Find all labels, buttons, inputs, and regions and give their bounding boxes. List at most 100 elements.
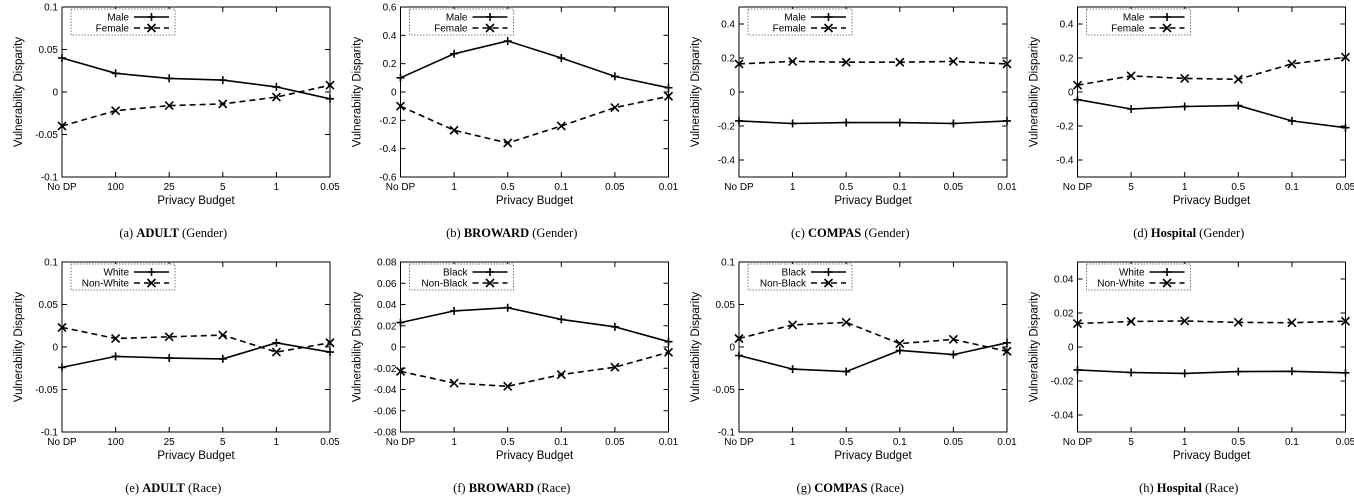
legend-label: Non-White	[82, 279, 130, 290]
y-tick-label: -0.05	[35, 130, 58, 141]
x-axis-label: Privacy Budget	[1173, 450, 1251, 462]
x-tick-label: 0.5	[1231, 437, 1245, 448]
y-tick-label: 0.2	[1060, 54, 1074, 65]
legend-marker	[823, 23, 834, 33]
x-tick-label: 0.01	[997, 182, 1017, 193]
x-tick-label: 1	[274, 437, 280, 448]
series-1-point	[610, 322, 619, 331]
series-1-point	[218, 76, 227, 85]
x-tick-label: 25	[164, 182, 176, 193]
legend-box	[70, 8, 176, 36]
series-1-point	[1180, 369, 1189, 378]
y-axis-label: Vulnerability Disparity	[1029, 37, 1041, 147]
series-2-point	[841, 57, 851, 67]
y-tick-label: 0.4	[721, 20, 735, 31]
series-2-point	[57, 322, 67, 333]
caption-label: (f)	[453, 481, 469, 495]
y-axis-label: Vulnerability Disparity	[13, 292, 25, 402]
legend-label: Black	[782, 268, 807, 279]
x-tick-label: 0.05	[320, 182, 340, 193]
caption-attribute: (Gender)	[861, 226, 909, 240]
legend-box	[747, 263, 853, 291]
legend-label: Black	[443, 268, 468, 279]
y-tick-label: 0	[729, 88, 735, 99]
y-tick-label: -0.1	[41, 173, 59, 184]
chart-panel-6: -0.08 -0.06 -0.04 -0.02 0 0.02 0.04 0.06 0.08 No …	[352, 258, 679, 496]
x-tick-label: 5	[1128, 182, 1134, 193]
caption-label: (e)	[125, 481, 142, 495]
series-1-point	[1234, 367, 1243, 376]
series-1-point	[165, 354, 174, 363]
legend-label: White	[103, 268, 129, 279]
x-tick-label: 0.01	[659, 182, 679, 193]
series-2-point	[663, 347, 674, 357]
y-axis-label: Vulnerability Disparity	[1029, 292, 1041, 402]
y-tick-label: -0.04	[1051, 411, 1074, 422]
series-1-point	[272, 338, 281, 347]
y-tick-label: 0.2	[721, 54, 735, 65]
x-tick-label: 100	[107, 182, 124, 193]
legend-label: Female	[434, 24, 468, 35]
series-1-point	[1287, 116, 1296, 125]
series-2-point	[788, 56, 798, 66]
series-2-point	[325, 80, 335, 90]
series-1-point	[396, 318, 405, 327]
y-axis-label: Vulnerability Disparity	[690, 37, 702, 147]
y-tick-label: 0.05	[39, 45, 59, 56]
series-1-point	[842, 367, 851, 376]
legend-label: Male	[446, 13, 468, 24]
legend-box	[747, 8, 853, 36]
y-tick-label: 0.4	[383, 31, 397, 42]
legend-marker	[1162, 278, 1172, 288]
caption-label: (h)	[1139, 481, 1157, 495]
series-2-point	[734, 333, 744, 344]
series-2-point	[1233, 317, 1243, 327]
caption-attribute: (Gender)	[179, 226, 227, 240]
x-tick-label: 1	[790, 182, 796, 193]
y-tick-label: 0.02	[377, 321, 397, 332]
legend-box	[1086, 8, 1191, 36]
x-axis-label: Privacy Budget	[1173, 195, 1251, 207]
y-tick-label: 0.04	[377, 300, 397, 311]
legend-marker	[1163, 13, 1171, 21]
series-2-point	[1072, 318, 1083, 329]
series-2-point	[503, 381, 513, 391]
x-tick-label: 5	[220, 182, 226, 193]
legend-marker	[146, 278, 157, 288]
x-axis-label: Privacy Budget	[834, 450, 912, 462]
y-tick-label: 0.2	[383, 59, 397, 70]
y-tick-label: 0	[391, 88, 397, 99]
x-tick-label: 1	[274, 182, 280, 193]
x-tick-label: No DP	[1063, 437, 1093, 448]
legend-marker	[147, 13, 156, 21]
series-1-point	[1180, 102, 1189, 111]
series-1-point	[1234, 101, 1243, 110]
chart-panel-4: -0.4 -0.2 0 0.2 0.4 No DP 5 1 0.5 0.1 0.05 Privacy …	[1029, 6, 1354, 240]
legend-box	[409, 8, 514, 36]
y-tick-label: 0	[391, 343, 397, 354]
caption-attribute: (Race)	[868, 481, 904, 495]
y-tick-label: -0.08	[374, 428, 397, 439]
series-1-point	[58, 54, 66, 62]
series-2-point	[271, 347, 281, 357]
series-1-point	[735, 351, 743, 360]
y-tick-label: -0.4	[379, 144, 397, 155]
y-tick-label: -0.2	[379, 116, 397, 127]
series-2-point	[556, 121, 566, 131]
series-1-point	[557, 315, 566, 324]
series-1-point	[1127, 368, 1136, 377]
series-2-point	[111, 333, 121, 344]
legend-marker	[146, 23, 157, 33]
legend-label: Female	[1111, 24, 1145, 35]
x-tick-label: 0.1	[893, 437, 907, 448]
legend-label: Female	[773, 24, 807, 35]
y-tick-label: 0.4	[1060, 20, 1074, 31]
series-2-point	[111, 106, 121, 116]
legend-marker	[485, 278, 495, 288]
series-2-point	[610, 362, 620, 372]
x-tick-label: 0.05	[605, 437, 625, 448]
y-tick-label: -0.06	[374, 406, 397, 417]
x-tick-label: 1	[451, 437, 457, 448]
series-1-point	[165, 74, 174, 83]
series-2-point	[325, 338, 335, 348]
